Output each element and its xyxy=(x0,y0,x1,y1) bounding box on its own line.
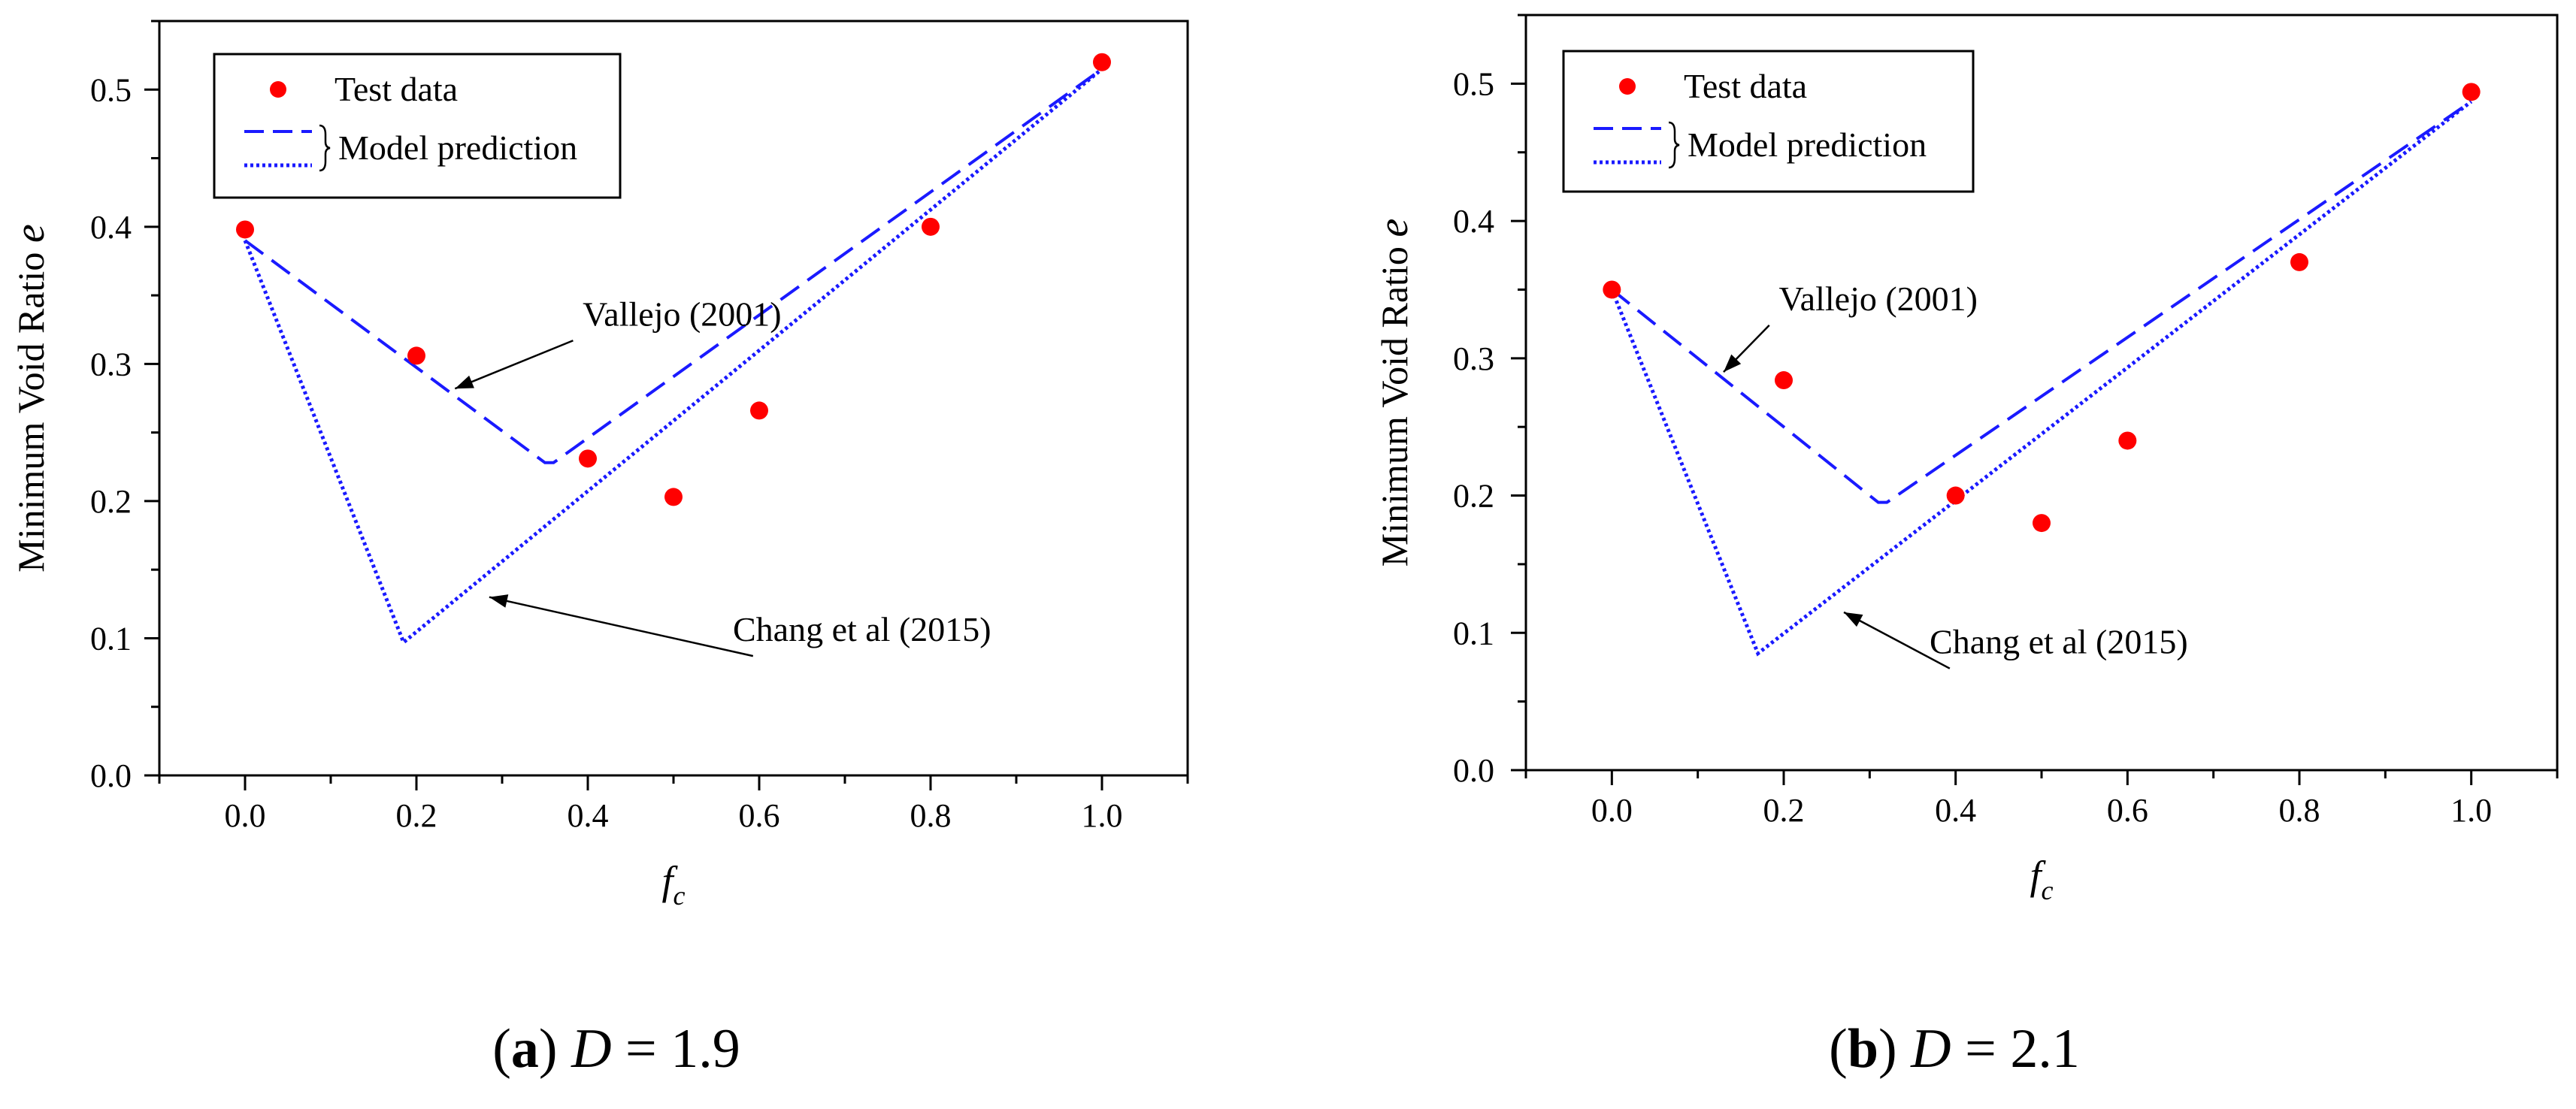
x-axis-title: fc xyxy=(662,858,686,911)
chart-panel-a: 0.0 0.2 0.4 0.6 0.8 1.0 0.0 0.1 0.2 0.3 0.4 0.5 fc Mi… xyxy=(7,20,1189,1080)
annotation-arrowhead xyxy=(455,375,474,389)
y-tick-label: 0.2 xyxy=(1453,478,1494,515)
x-axis: 0.0 0.2 0.4 0.6 0.8 1.0 xyxy=(1524,770,2559,829)
x-tick-label: 1.0 xyxy=(2450,792,2492,829)
y-axis-title-italic: e xyxy=(1370,219,1417,237)
legend-brace xyxy=(1668,121,1680,169)
annotation-arrowhead xyxy=(1723,354,1742,373)
y-tick-label: 0.4 xyxy=(90,209,132,246)
test-data-point xyxy=(664,488,683,506)
test-data-point xyxy=(2462,83,2481,101)
y-tick-label: 0.3 xyxy=(1453,340,1494,377)
legend-brace xyxy=(319,124,331,172)
x-tick-label: 0.2 xyxy=(1763,792,1805,829)
caption-open-paren: ( xyxy=(492,1018,511,1080)
x-tick-label: 0.4 xyxy=(568,797,609,834)
y-axis-title: Minimum Void Ratio e xyxy=(1370,219,1417,567)
caption-close-paren: ) xyxy=(1878,1018,1911,1080)
y-axis-title-main: Minimum Void Ratio xyxy=(10,243,52,573)
caption-equals: = xyxy=(612,1018,671,1080)
test-data-point xyxy=(407,346,425,365)
y-tick-label: 0.4 xyxy=(1453,203,1494,240)
annotation-arrowhead xyxy=(489,594,509,608)
x-tick-label: 1.0 xyxy=(1082,797,1123,834)
legend-box xyxy=(213,53,622,199)
x-tick-label: 0.6 xyxy=(739,797,780,834)
x-axis-title: fc xyxy=(2030,853,2054,905)
x-tick-label: 0.2 xyxy=(396,797,437,834)
y-tick-label: 0.1 xyxy=(90,620,132,657)
annotation-label: Chang et al (2015) xyxy=(733,610,991,648)
model-line-vallejo xyxy=(244,68,1103,464)
legend: Test data Model prediction xyxy=(1562,50,1975,193)
legend-test-marker xyxy=(270,81,286,98)
legend-model-label: Model prediction xyxy=(1688,125,1927,164)
annotation-arrowhead xyxy=(1844,612,1863,627)
legend-test-label: Test data xyxy=(334,70,458,108)
panel-caption: (b) D = 2.1 xyxy=(1829,1018,2080,1080)
caption-close-paren: ) xyxy=(539,1018,571,1080)
y-axis-title-italic: e xyxy=(7,224,53,243)
annotation-label: Vallejo (2001) xyxy=(1779,280,1978,318)
annotation-arrow xyxy=(1843,611,1951,669)
y-tick-label: 0.3 xyxy=(90,346,132,382)
y-axis: 0.0 0.1 0.2 0.3 0.4 0.5 xyxy=(1453,14,1526,789)
caption-variable: D xyxy=(1910,1018,1951,1080)
test-data-point xyxy=(922,217,940,236)
test-data-point xyxy=(1093,53,1111,71)
y-axis-title: Minimum Void Ratio e xyxy=(7,224,53,572)
test-data-point xyxy=(579,449,597,468)
test-data-point xyxy=(1775,371,1793,390)
y-tick-label: 0.1 xyxy=(1453,615,1494,651)
y-tick-label: 0.0 xyxy=(1453,752,1494,789)
annotation-arrow xyxy=(454,340,574,390)
test-data-point xyxy=(2033,514,2051,533)
panel-caption: (a) D = 1.9 xyxy=(492,1018,740,1080)
x-axis-title-sub: c xyxy=(674,881,686,911)
x-tick-label: 0.0 xyxy=(225,797,266,834)
legend-test-marker xyxy=(1619,78,1636,95)
caption-value: 2.1 xyxy=(2010,1018,2080,1080)
test-data-point xyxy=(2118,431,2137,450)
x-tick-label: 0.8 xyxy=(910,797,952,834)
caption-letter: a xyxy=(511,1018,539,1080)
x-axis-title-sub: c xyxy=(2042,875,2054,905)
model-line-vallejo xyxy=(1611,100,2472,504)
y-tick-label: 0.5 xyxy=(90,71,132,108)
caption-variable: D xyxy=(571,1018,611,1080)
model-line-chang xyxy=(1610,100,2473,657)
caption-open-paren: ( xyxy=(1829,1018,1848,1080)
legend-box xyxy=(1562,50,1975,193)
y-tick-label: 0.2 xyxy=(90,483,132,520)
annotation-label: Chang et al (2015) xyxy=(1930,623,2188,661)
caption-letter: b xyxy=(1848,1018,1878,1080)
x-axis: 0.0 0.2 0.4 0.6 0.8 1.0 xyxy=(158,775,1189,834)
caption-equals: = xyxy=(1951,1018,2011,1080)
test-data-point xyxy=(750,401,768,420)
test-data-point xyxy=(2290,252,2308,271)
y-tick-label: 0.0 xyxy=(90,757,132,794)
annotation-label: Vallejo (2001) xyxy=(583,295,781,333)
chart-panel-b: 0.0 0.2 0.4 0.6 0.8 1.0 0.0 0.1 0.2 0.3 0.4 0.5 fc Mi… xyxy=(1370,14,2559,1080)
model-line-chang xyxy=(243,67,1103,646)
legend-test-label: Test data xyxy=(1684,67,1807,105)
test-data-point xyxy=(1603,280,1621,299)
x-tick-label: 0.0 xyxy=(1591,792,1633,829)
x-tick-label: 0.6 xyxy=(2107,792,2148,829)
caption-value: 1.9 xyxy=(670,1018,740,1080)
y-axis-title-main: Minimum Void Ratio xyxy=(1373,237,1415,567)
x-tick-label: 0.4 xyxy=(1935,792,1976,829)
test-data-point xyxy=(236,220,254,239)
legend-model-label: Model prediction xyxy=(338,128,577,167)
test-data-point xyxy=(1946,486,1965,505)
y-tick-label: 0.5 xyxy=(1453,65,1494,102)
annotation-arrow xyxy=(489,596,754,657)
legend: Test data Model prediction xyxy=(213,53,622,199)
y-axis: 0.0 0.1 0.2 0.3 0.4 0.5 xyxy=(90,20,159,794)
x-tick-label: 0.8 xyxy=(2279,792,2320,829)
